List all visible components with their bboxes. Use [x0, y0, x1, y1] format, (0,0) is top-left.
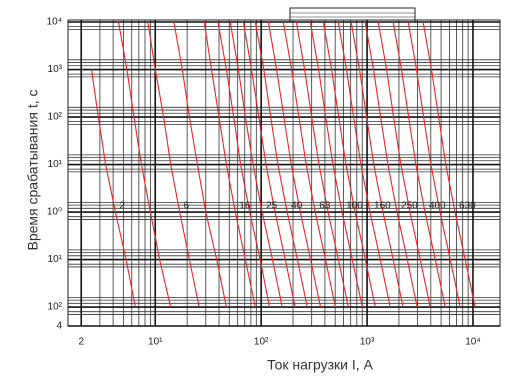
fuse-curve — [282, 21, 336, 308]
curve-label: 2 — [119, 201, 125, 212]
x-tick-label: 10² — [254, 337, 269, 348]
grid — [67, 19, 501, 327]
curve-label: 40 — [291, 201, 303, 212]
x-tick-label: 2 — [78, 337, 84, 348]
fuse-curve — [364, 21, 418, 308]
fuse-curve — [267, 21, 322, 308]
fuse-curve — [217, 21, 271, 308]
fuse-curve — [350, 21, 404, 308]
x-axis-title: Ток нагрузки I, А — [267, 357, 373, 373]
fuse-curve — [173, 21, 227, 308]
fuse-curve — [147, 21, 200, 308]
curve-label: 25 — [266, 201, 278, 212]
fuse-curve — [322, 21, 376, 308]
y-tick-label: 10¹ — [48, 159, 63, 170]
curve-label: 100 — [346, 201, 363, 212]
y-tick-label: 10⁰ — [47, 207, 62, 218]
curve-label: 16 — [239, 201, 251, 212]
fuse-curve — [377, 21, 431, 308]
x-tick-label: 10⁴ — [465, 337, 480, 348]
curve-label: 160 — [374, 201, 391, 212]
fuse-curve — [254, 21, 308, 308]
curve-label: 63 — [319, 201, 331, 212]
curve-label: 630 — [459, 201, 476, 212]
curve-label: 6 — [184, 201, 190, 212]
fuse-curve — [337, 21, 391, 308]
fuse-curve — [295, 21, 349, 308]
fuse-curve — [203, 21, 256, 308]
x-tick-label: 10¹ — [148, 337, 163, 348]
curves — [90, 21, 476, 308]
y-tick-label: 10¹ — [48, 254, 63, 265]
fuse-curve — [229, 21, 283, 308]
fuse-curve — [117, 21, 172, 308]
labels: 2 10¹ 10² 10³ 10⁴ 10⁴ 10³ 10² 10¹ 10⁰ 10¹ 10² 4 2 6 16 2… — [47, 17, 481, 348]
y-tick-label: 10² — [48, 302, 63, 313]
fuse-curve — [309, 21, 363, 308]
fuse-curve — [407, 21, 461, 308]
y-tick-label: 10² — [48, 112, 63, 123]
y-tick-label: 10³ — [48, 64, 63, 75]
fuse-curve — [392, 21, 446, 308]
fuse-curve — [242, 21, 296, 308]
y-tick-label: 4 — [56, 321, 62, 332]
fuse-curve — [90, 69, 136, 308]
fuse-curve — [422, 21, 476, 308]
x-tick-label: 10³ — [360, 337, 375, 348]
curve-label: 400 — [429, 201, 446, 212]
y-tick-label: 10⁴ — [47, 17, 62, 28]
y-axis-title: Время срабатывания t, c — [25, 90, 41, 251]
curve-label: 250 — [401, 201, 418, 212]
